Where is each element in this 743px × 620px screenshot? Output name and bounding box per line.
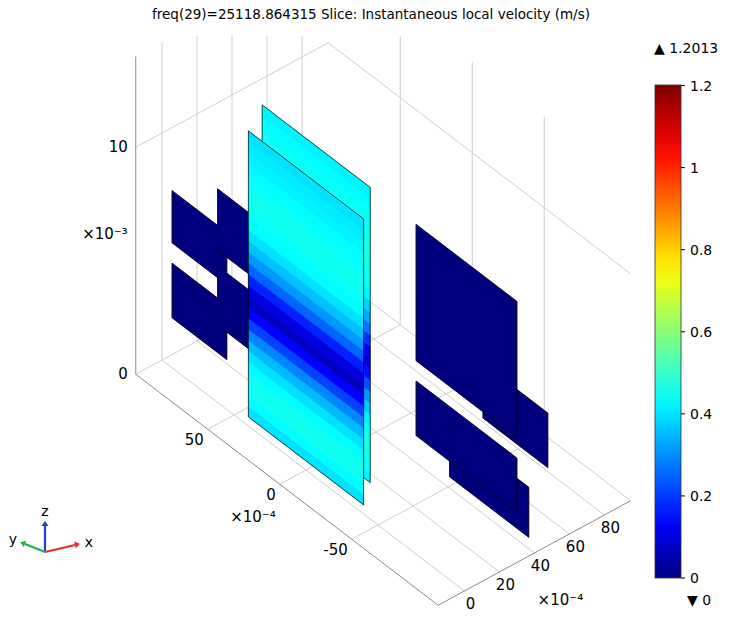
y-tick-label: -50: [323, 541, 348, 559]
grid: [136, 36, 631, 591]
slice-cell: [248, 131, 363, 230]
grid-line: [328, 43, 630, 274]
colorbar-tick: [681, 85, 685, 86]
z-axis-line: [135, 56, 136, 374]
triad-x-label: x: [85, 534, 93, 550]
x-tick-label: 0: [466, 595, 476, 613]
colorbar-tick-label: 0.6: [690, 324, 712, 340]
colorbar-tick-label: 0: [690, 570, 699, 586]
slice-edge: [416, 381, 517, 512]
triad-y-label: y: [9, 531, 17, 547]
triad-x: [45, 545, 75, 552]
colorbar-tick-label: 0.8: [690, 242, 712, 258]
colorbar-tick: [681, 495, 685, 496]
colorbar-tick-label: 1: [690, 160, 699, 176]
x-axis-line: [438, 501, 631, 606]
title: freq(29)=25118.864315 Slice: Instantaneo…: [152, 6, 590, 22]
colorbar: [655, 85, 681, 578]
triad-z: [44, 526, 46, 552]
slices: [172, 105, 548, 537]
chart: freq(29)=25118.864315 Slice: Instantaneo…: [0, 0, 743, 620]
y-tick-label: 50: [185, 431, 204, 449]
colorbar-tick: [681, 167, 685, 168]
grid-line: [162, 42, 163, 360]
z-multiplier: ×10⁻³: [82, 225, 128, 243]
grid-line: [544, 117, 545, 435]
z-tick-label: 10: [109, 138, 128, 156]
x-tick-label: 60: [566, 538, 585, 556]
slice: [416, 381, 517, 512]
slice-edge: [248, 131, 363, 505]
grid-line: [136, 43, 329, 148]
x-tick-label: 40: [531, 557, 550, 575]
colorbar-tick: [681, 413, 685, 414]
y-multiplier: ×10⁻⁴: [230, 508, 276, 526]
axis-triad: z y x: [9, 503, 93, 552]
x-multiplier: ×10⁻⁴: [538, 591, 584, 609]
triad-z-label: z: [41, 503, 48, 519]
triad-y: [25, 544, 45, 552]
colorbar-tick: [681, 578, 685, 579]
slice: [248, 131, 363, 505]
slice-cell: [248, 153, 363, 252]
z-tick-label: 0: [118, 365, 128, 383]
colorbar-tick-label: 0.2: [690, 488, 712, 504]
x-tick-label: 20: [496, 576, 515, 594]
colorbar-tick-label: 0.4: [690, 406, 712, 422]
colorbar-tick: [681, 249, 685, 250]
colorbar-min-label: ▼ 0: [687, 592, 711, 608]
triad-x-head: [74, 542, 80, 549]
grid-line: [400, 36, 401, 325]
slice-cell: [248, 142, 363, 241]
colorbar-tick-label: 1.2: [690, 78, 712, 94]
slice-cell: [416, 381, 517, 512]
y-tick-label: 0: [266, 486, 276, 504]
x-tick-label: 80: [601, 519, 620, 537]
colorbar-max-label: ▲ 1.2013: [654, 40, 718, 56]
triad-z-head: [42, 521, 49, 526]
triad-y-head: [20, 541, 26, 548]
colorbar-tick: [681, 331, 685, 332]
